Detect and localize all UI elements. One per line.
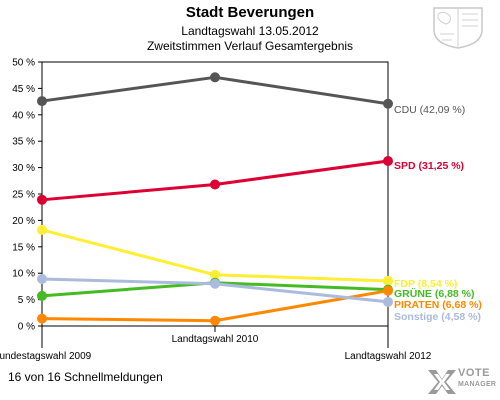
data-point-sonstige — [210, 278, 220, 289]
data-point-cdu — [383, 98, 393, 109]
data-point-fdp — [210, 269, 220, 280]
y-tick-label: 45 % — [12, 84, 35, 95]
data-point-sonstige — [383, 296, 393, 307]
y-tick-label: 5 % — [18, 295, 35, 306]
x-tick-label: Landtagswahl 2012 — [345, 351, 432, 362]
data-point-spd — [383, 156, 393, 166]
footer-status: 16 von 16 Schnellmeldungen — [8, 370, 163, 384]
data-point-spd — [210, 179, 220, 190]
data-point-spd — [37, 194, 47, 205]
y-tick-label: 30 % — [12, 163, 35, 174]
logo-text-vote: VOTE — [458, 367, 490, 379]
nrw-coat-of-arms-icon — [433, 7, 483, 49]
data-point-piraten — [210, 315, 220, 326]
x-tick-label: Landtagswahl 2010 — [172, 334, 259, 345]
chart-subtitle-description: Zweitstimmen Verlauf Gesamtergebnis — [146, 39, 354, 53]
series-label-cdu: CDU (42,09 %) — [394, 104, 465, 116]
y-tick-label: 10 % — [12, 269, 35, 280]
y-tick-label: 25 % — [12, 190, 35, 201]
series-label-fdp: FDP (8,54 %) — [394, 278, 457, 290]
data-point-piraten — [37, 313, 47, 324]
data-point-grüne — [37, 290, 47, 301]
series-label-spd: SPD (31,25 %) — [394, 160, 464, 172]
x-tick-label: Bundestagswahl 2009 — [0, 351, 92, 362]
series-label-piraten: PIRATEN (6,68 %) — [394, 299, 482, 311]
data-point-piraten — [383, 285, 393, 296]
data-point-fdp — [383, 275, 393, 286]
series-label-sonstige: Sonstige (4,58 %) — [394, 311, 481, 323]
vote-manager-x-logo — [428, 370, 456, 394]
y-tick-label: 0 % — [18, 322, 35, 333]
logo-text-manager: MANAGER — [458, 381, 497, 388]
y-tick-label: 40 % — [12, 110, 35, 121]
y-tick-label: 20 % — [12, 216, 35, 227]
y-tick-label: 35 % — [12, 137, 35, 148]
y-tick-label: 50 % — [12, 58, 35, 69]
data-point-fdp — [37, 224, 47, 235]
chart-title: Stadt Beverungen — [185, 4, 315, 21]
series-label-grüne: GRÜNE (6,88 %) — [394, 287, 475, 300]
y-tick-label: 15 % — [12, 242, 35, 253]
data-point-cdu — [37, 96, 47, 107]
data-point-sonstige — [37, 274, 47, 285]
chart-subtitle-election: Landtagswahl 13.05.2012 — [181, 24, 319, 38]
data-point-cdu — [210, 72, 220, 83]
